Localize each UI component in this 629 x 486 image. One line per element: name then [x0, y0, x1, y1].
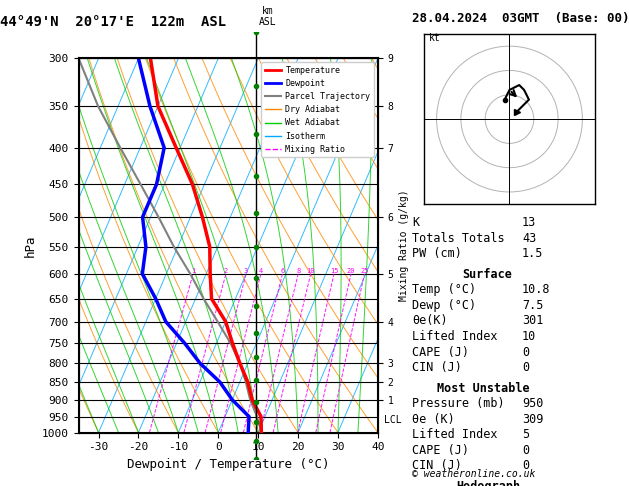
- Text: Temp (°C): Temp (°C): [412, 283, 476, 296]
- Text: 10: 10: [306, 268, 315, 274]
- Text: θe(K): θe(K): [412, 314, 448, 328]
- Text: 10.8: 10.8: [522, 283, 550, 296]
- Text: CAPE (J): CAPE (J): [412, 346, 469, 359]
- Text: 5: 5: [522, 428, 529, 441]
- Text: Dewp (°C): Dewp (°C): [412, 299, 476, 312]
- Text: 309: 309: [522, 413, 543, 426]
- Text: 4: 4: [259, 268, 263, 274]
- Text: 1: 1: [191, 268, 195, 274]
- Text: 25: 25: [360, 268, 369, 274]
- Text: 15: 15: [330, 268, 338, 274]
- Text: Lifted Index: Lifted Index: [412, 428, 498, 441]
- Text: LCL: LCL: [384, 415, 401, 425]
- Text: km
ASL: km ASL: [259, 6, 276, 27]
- Text: 0: 0: [522, 346, 529, 359]
- Text: Totals Totals: Totals Totals: [412, 232, 504, 245]
- Text: 950: 950: [522, 397, 543, 410]
- Legend: Temperature, Dewpoint, Parcel Trajectory, Dry Adiabat, Wet Adiabat, Isotherm, Mi: Temperature, Dewpoint, Parcel Trajectory…: [261, 63, 374, 157]
- Text: 0: 0: [522, 361, 529, 374]
- Text: 6: 6: [281, 268, 284, 274]
- Y-axis label: Mixing Ratio (g/kg): Mixing Ratio (g/kg): [399, 190, 409, 301]
- X-axis label: Dewpoint / Temperature (°C): Dewpoint / Temperature (°C): [127, 458, 330, 471]
- Text: 20: 20: [347, 268, 355, 274]
- Text: 13: 13: [522, 216, 537, 229]
- Text: Lifted Index: Lifted Index: [412, 330, 498, 343]
- Text: © weatheronline.co.uk: © weatheronline.co.uk: [412, 469, 535, 479]
- Text: CAPE (J): CAPE (J): [412, 444, 469, 457]
- Text: Surface: Surface: [462, 268, 512, 281]
- Text: 10: 10: [522, 330, 537, 343]
- Text: 301: 301: [522, 314, 543, 328]
- Text: Pressure (mb): Pressure (mb): [412, 397, 504, 410]
- Text: 2: 2: [224, 268, 228, 274]
- Text: 1.5: 1.5: [522, 247, 543, 260]
- Text: 0: 0: [522, 459, 529, 472]
- Text: 43: 43: [522, 232, 537, 245]
- Text: 7.5: 7.5: [522, 299, 543, 312]
- Text: 3: 3: [244, 268, 248, 274]
- Text: Most Unstable: Most Unstable: [437, 382, 530, 395]
- Text: CIN (J): CIN (J): [412, 459, 462, 472]
- Text: 0: 0: [522, 444, 529, 457]
- Text: CIN (J): CIN (J): [412, 361, 462, 374]
- Text: 28.04.2024  03GMT  (Base: 00): 28.04.2024 03GMT (Base: 00): [412, 12, 629, 25]
- Y-axis label: hPa: hPa: [23, 234, 36, 257]
- Text: Hodograph: Hodograph: [456, 480, 520, 486]
- Text: 8: 8: [296, 268, 301, 274]
- Text: K: K: [412, 216, 419, 229]
- Text: kt: kt: [430, 34, 441, 43]
- Text: PW (cm): PW (cm): [412, 247, 462, 260]
- Text: θe (K): θe (K): [412, 413, 455, 426]
- Text: 44°49'N  20°17'E  122m  ASL: 44°49'N 20°17'E 122m ASL: [0, 15, 226, 29]
